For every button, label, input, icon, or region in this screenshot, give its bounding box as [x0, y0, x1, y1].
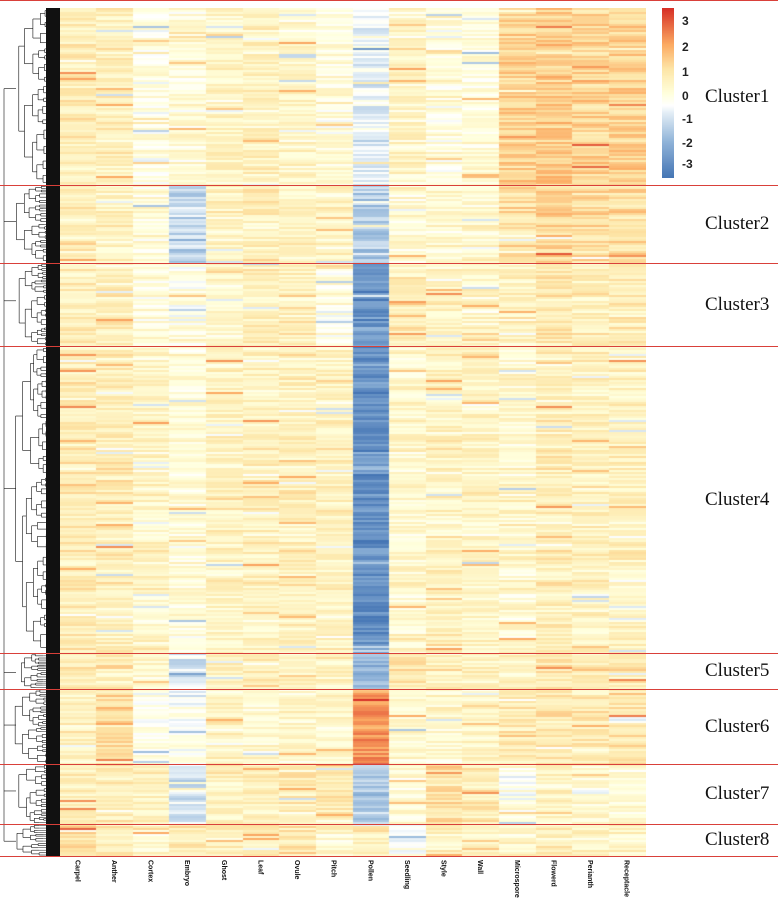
- cluster-label: Cluster3: [705, 293, 770, 315]
- cluster-label: Cluster5: [705, 660, 770, 681]
- cluster-separator-line: [0, 0, 778, 1]
- column-label: Seedling: [402, 860, 410, 890]
- column-label: Wall: [476, 860, 484, 875]
- cluster-label: Cluster4: [705, 488, 770, 510]
- cluster-separator-line: [0, 185, 778, 186]
- cluster-separator-line: [0, 653, 778, 654]
- column-label: Flowerd: [549, 860, 557, 887]
- column-label: Anther: [109, 860, 117, 883]
- cluster-separator-line: [0, 856, 778, 857]
- column-label: Receptacle: [622, 860, 630, 897]
- column-label: Ghost: [219, 860, 227, 881]
- legend-color-bar: [662, 8, 674, 178]
- legend-tick: 3: [682, 14, 689, 28]
- cluster-separator-line: [0, 824, 778, 825]
- legend-tick: -3: [682, 157, 693, 171]
- cluster-label: Cluster2: [705, 213, 770, 234]
- cluster-separator-line: [0, 346, 778, 347]
- cluster-label: Cluster6: [705, 715, 770, 737]
- legend-tick: 2: [682, 40, 689, 54]
- column-label: Ovule: [293, 860, 301, 880]
- legend-tick: 0: [682, 89, 689, 103]
- row-dendrogram: [3, 8, 62, 856]
- column-label: Leaf: [256, 860, 264, 875]
- column-label: Microspore: [512, 860, 520, 898]
- column-label: Perianth: [586, 860, 594, 889]
- cluster-label: Cluster1: [705, 85, 770, 107]
- cluster-label: Cluster8: [705, 829, 770, 850]
- cluster-separator-line: [0, 263, 778, 264]
- legend-tick: 1: [682, 65, 689, 79]
- cluster-separator-line: [0, 764, 778, 765]
- column-label: Embryo: [183, 860, 191, 887]
- column-label: Style: [439, 860, 447, 877]
- column-label: Pollen: [366, 860, 374, 882]
- column-label: Cortex: [146, 860, 154, 883]
- legend-tick: -2: [682, 136, 693, 150]
- heatmap-grid: [60, 8, 646, 856]
- cluster-label: Cluster7: [705, 783, 770, 804]
- cluster-separator-line: [0, 689, 778, 690]
- column-label: Carpel: [73, 860, 81, 882]
- column-label: Pitch: [329, 860, 337, 878]
- legend-tick: -1: [682, 112, 693, 126]
